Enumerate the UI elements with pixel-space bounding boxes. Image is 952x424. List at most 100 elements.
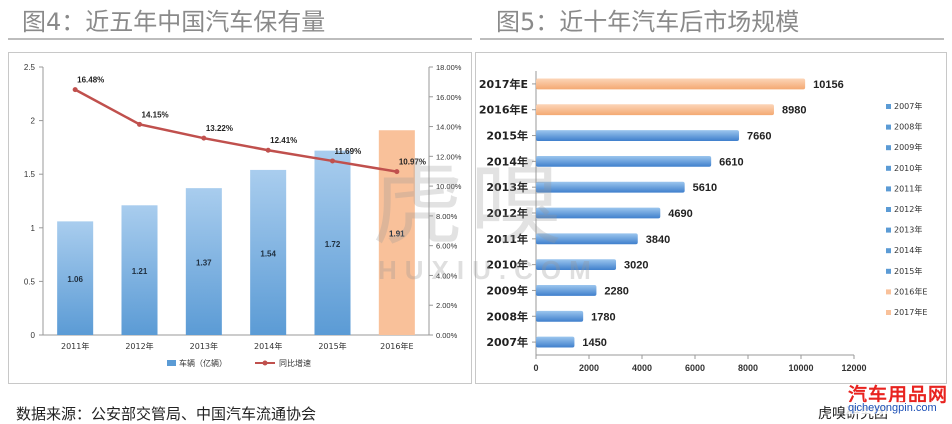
- legend-marker-growth: [262, 360, 268, 366]
- bar-value-label: 1.91: [389, 230, 405, 239]
- legend-swatch: [886, 289, 891, 295]
- y2-tick-label: 16.00%: [436, 93, 462, 102]
- legend-swatch: [886, 310, 891, 315]
- growth-rate-label: 10.97%: [399, 158, 426, 167]
- y-tick-label: 2017年E: [479, 77, 528, 91]
- y-tick-label: 2012年: [486, 206, 528, 220]
- market-size-bar: [536, 155, 712, 167]
- bar-value-label: 10156: [813, 79, 844, 91]
- vehicle-bar: [250, 169, 287, 335]
- bar-value-label: 1.37: [196, 259, 212, 268]
- legend-swatch: [886, 104, 891, 109]
- bar-value-label: 2280: [604, 285, 628, 297]
- y2-tick-label: 0.00%: [436, 331, 458, 340]
- market-size-bar: [536, 130, 739, 141]
- legend-swatch-vehicles: [167, 360, 176, 366]
- aftermarket-size-chart-panel: 0 2000 4000 6000 8000 10000 12000 1450 2007年 1780…: [475, 52, 947, 384]
- growth-rate-point: [72, 87, 78, 93]
- legend-swatch: [886, 145, 891, 151]
- right-heading-rule: [480, 38, 944, 40]
- legend-label: 2013年: [894, 225, 922, 235]
- y-tick-label: 1.5: [24, 170, 36, 179]
- y-tick-label: 2.5: [24, 63, 36, 72]
- legend-swatch: [886, 207, 891, 212]
- vehicle-ownership-chart: 0 0.5 1 1.5 2 2.5 0.00% 2.00% 4.00% 6.00% 8.00% 10.…: [24, 63, 462, 368]
- y2-tick-label: 10.00%: [436, 182, 462, 191]
- market-size-bar: [536, 181, 685, 193]
- x-tick-label: 6000: [685, 363, 705, 373]
- market-size-bar: [536, 78, 806, 90]
- y-tick-label: 2008年: [486, 309, 528, 323]
- x-tick-label: 2015年: [318, 341, 346, 351]
- y-tick-label: 2: [31, 117, 36, 126]
- bar-value-label: 5610: [693, 182, 717, 194]
- market-size-bar: [536, 207, 661, 219]
- growth-rate-point: [265, 147, 271, 153]
- growth-rate-label: 13.22%: [206, 124, 233, 133]
- legend-label: 2017年E: [894, 307, 927, 317]
- data-source-note: 数据来源：公安部交管局、中国汽车流通协会: [16, 405, 317, 423]
- bar-value-label: 1.21: [132, 267, 148, 276]
- y2-tick-label: 8.00%: [436, 212, 458, 221]
- x-tick-label: 2011年: [61, 341, 89, 351]
- bar-value-label: 1.72: [325, 240, 341, 249]
- y-tick-label: 2014年: [486, 154, 528, 168]
- y2-tick-label: 6.00%: [436, 242, 458, 251]
- legend-label: 2011年: [894, 183, 922, 193]
- growth-rate-point: [330, 158, 335, 164]
- legend-swatch: [886, 248, 891, 254]
- bar-value-label: 1.54: [260, 249, 276, 258]
- growth-rate-point: [201, 135, 207, 141]
- legend-label: 2015年: [894, 266, 922, 276]
- y-tick-label: 0: [31, 331, 36, 340]
- legend-label: 2007年: [894, 101, 922, 111]
- left-heading-rule: [8, 38, 472, 40]
- y-tick-label: 1: [31, 224, 36, 233]
- x-tick-label: 4000: [632, 363, 652, 373]
- y2-tick-label: 18.00%: [436, 63, 462, 72]
- right-chart-heading: 图5：近十年汽车后市场规模: [496, 8, 800, 36]
- legend-swatch: [886, 268, 891, 274]
- legend-label: 2016年E: [894, 286, 927, 296]
- bar-value-label: 3840: [646, 234, 670, 246]
- y2-tick-label: 12.00%: [436, 152, 462, 161]
- x-tick-label: 10000: [788, 363, 813, 373]
- x-tick-label: 2014年: [254, 341, 282, 351]
- bar-value-label: 4690: [668, 208, 692, 220]
- x-tick-label: 2013年: [190, 341, 218, 351]
- legend-label-vehicles: 车辆（亿辆）: [179, 358, 227, 368]
- growth-rate-label: 16.48%: [77, 76, 104, 85]
- y-tick-label: 2007年: [486, 335, 528, 349]
- aftermarket-size-chart: 0 2000 4000 6000 8000 10000 12000 1450 2007年 1780…: [479, 71, 927, 373]
- y-tick-label: 2011年: [486, 232, 528, 246]
- legend-label: 2010年: [894, 163, 922, 173]
- bar-value-label: 1.06: [67, 275, 83, 284]
- vehicle-bar: [57, 221, 94, 335]
- legend-swatch: [886, 124, 891, 130]
- y-tick-label: 0.5: [24, 277, 36, 286]
- brand-url: qicheyongpin.com: [846, 402, 939, 414]
- legend-swatch: [886, 186, 891, 192]
- x-tick-label: 8000: [738, 363, 758, 373]
- vehicle-bar: [185, 188, 222, 335]
- bar-value-label: 7660: [747, 131, 771, 143]
- legend-label: 2009年: [894, 142, 922, 152]
- market-size-bar: [536, 259, 617, 271]
- growth-rate-label: 14.15%: [142, 110, 169, 119]
- market-size-bar: [536, 285, 597, 296]
- growth-rate-line: [74, 88, 398, 173]
- growth-rate-point: [137, 121, 142, 127]
- market-size-bar: [536, 336, 575, 348]
- legend-label: 2012年: [894, 204, 922, 214]
- legend-label: 2008年: [894, 122, 922, 132]
- y-tick-label: 2013年: [486, 180, 528, 194]
- bar-value-label: 8980: [782, 105, 806, 117]
- bar-value-label: 1780: [591, 311, 615, 323]
- vehicle-bar: [121, 205, 158, 335]
- growth-rate-point: [394, 169, 400, 175]
- vehicle-bar: [314, 150, 351, 335]
- vehicle-ownership-chart-panel: 0 0.5 1 1.5 2 2.5 0.00% 2.00% 4.00% 6.00% 8.00% 10.…: [8, 52, 472, 384]
- x-tick-label: 2000: [579, 363, 599, 373]
- x-tick-label: 2012年: [125, 341, 153, 351]
- y2-tick-label: 4.00%: [436, 271, 458, 280]
